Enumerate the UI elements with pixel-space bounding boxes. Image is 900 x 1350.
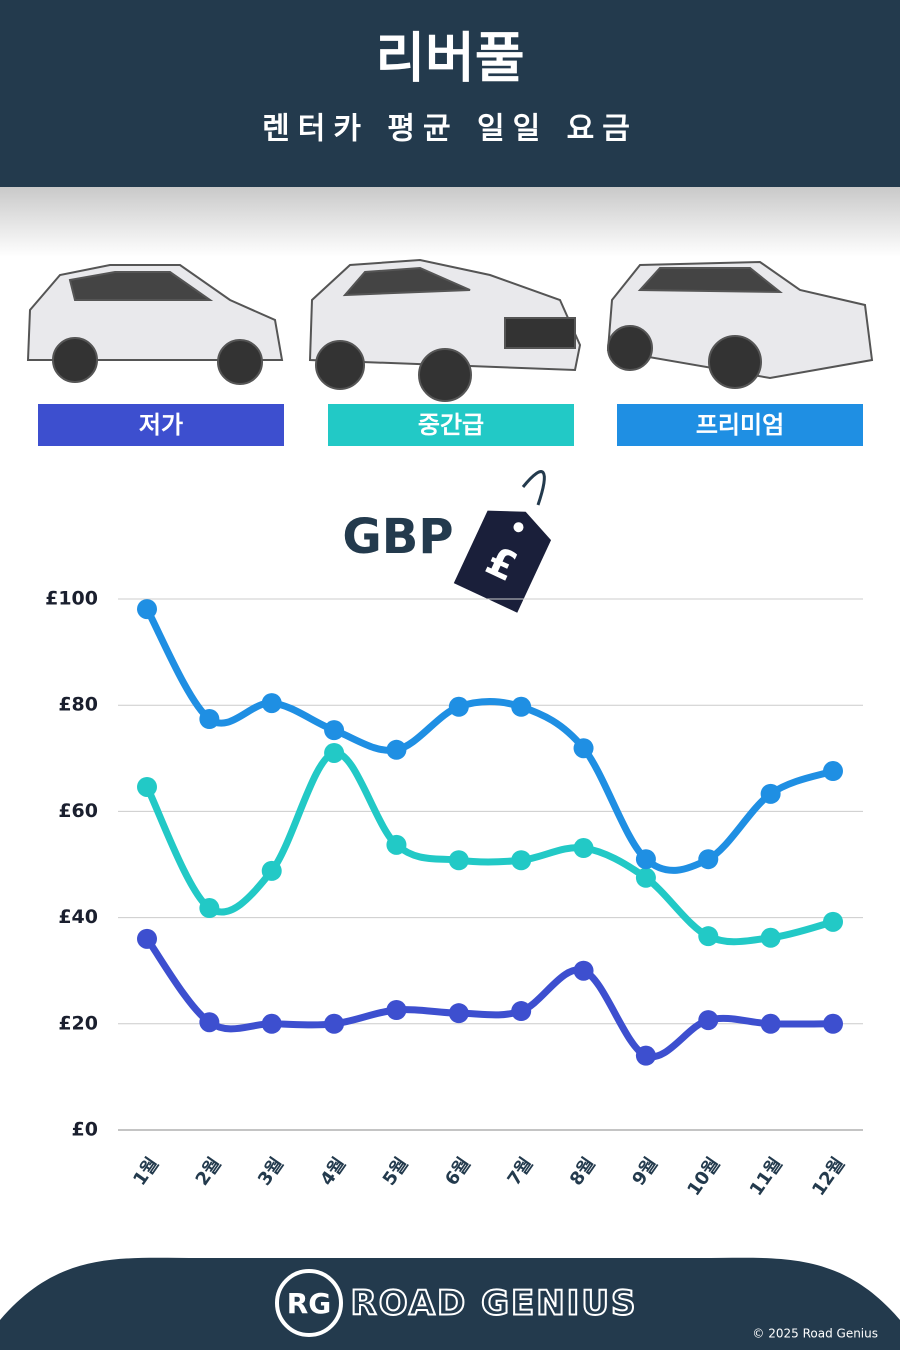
- data-point: [261, 1013, 282, 1034]
- y-tick-label: £20: [58, 1012, 98, 1034]
- data-point: [635, 849, 656, 870]
- car-midsize: [308, 258, 582, 402]
- data-point: [386, 739, 407, 760]
- logo: RG: [287, 1287, 332, 1320]
- data-point: [823, 911, 843, 932]
- data-point: [199, 1012, 220, 1033]
- y-tick-label: £60: [58, 800, 98, 822]
- data-point: [573, 738, 594, 759]
- data-point: [261, 693, 282, 714]
- legend-swatch: [38, 404, 284, 446]
- currency-label: GBP: [342, 509, 453, 565]
- x-tick-label: 6월: [441, 1154, 475, 1190]
- copyright: © 2025 Road Genius: [752, 1327, 878, 1341]
- legend-label: 저가: [139, 411, 183, 439]
- car-economy: [26, 264, 284, 385]
- data-point: [199, 709, 220, 730]
- series-line: [143, 749, 837, 946]
- data-point: [137, 776, 157, 797]
- legend: 저가 중간급 프리미엄: [38, 404, 863, 446]
- data-point: [386, 999, 407, 1020]
- footer-band: [0, 1257, 900, 1350]
- tag-string: [521, 470, 546, 506]
- data-point: [448, 1003, 469, 1024]
- data-point: [760, 1013, 781, 1034]
- data-point: [823, 761, 843, 782]
- subtitle: 렌터카 평균 일일 요금: [262, 112, 638, 147]
- data-point: [698, 849, 719, 870]
- data-point: [511, 1001, 532, 1022]
- plot: £0 £20 £40 £60 £80 £100 1월 2월 3월 4월 5월 6월 7월 8월 9월 10월 1…: [45, 588, 863, 1200]
- legend-label: 프리미엄: [696, 411, 784, 439]
- series-line: [143, 605, 837, 874]
- x-tick-label: 12월: [808, 1154, 849, 1200]
- data-point: [386, 834, 407, 855]
- data-point: [823, 1013, 843, 1034]
- x-tick-label: 10월: [683, 1154, 724, 1200]
- data-point: [760, 783, 781, 804]
- data-point: [448, 850, 469, 871]
- legend-label: 중간급: [418, 411, 484, 439]
- y-tick-label: £0: [72, 1119, 98, 1141]
- price-tag: £: [453, 510, 552, 613]
- data-point: [137, 599, 157, 620]
- data-point: [698, 926, 719, 947]
- data-point: [698, 1010, 719, 1031]
- x-tick-label: 11월: [746, 1154, 787, 1200]
- y-tick-label: £80: [58, 694, 98, 716]
- data-point: [635, 867, 656, 888]
- logo-ring: [275, 1269, 343, 1337]
- data-point: [324, 1013, 345, 1034]
- data-point: [448, 696, 469, 717]
- y-tick-label: £40: [58, 906, 98, 928]
- x-tick-label: 9월: [628, 1154, 662, 1190]
- data-point: [324, 742, 345, 763]
- header-shadow: [0, 187, 900, 257]
- x-tick-label: 3월: [254, 1154, 288, 1190]
- data-point: [511, 850, 532, 871]
- data-point: [511, 696, 532, 717]
- header-band: [0, 0, 900, 187]
- x-tick-label: 1월: [129, 1154, 163, 1190]
- data-point: [635, 1045, 656, 1066]
- legend-swatch: [617, 404, 863, 446]
- data-point: [137, 928, 157, 949]
- y-tick-label: £100: [45, 588, 98, 610]
- series-line: [143, 935, 837, 1061]
- data-point: [324, 720, 345, 741]
- car-premium: [606, 260, 874, 389]
- x-tick-label: 2월: [192, 1154, 226, 1190]
- x-tick-label: 8월: [566, 1154, 600, 1190]
- x-tick-label: 7월: [503, 1154, 537, 1190]
- data-point: [573, 838, 594, 859]
- data-point: [573, 960, 594, 981]
- data-point: [261, 860, 282, 881]
- data-point: [760, 927, 781, 948]
- data-point: [199, 898, 220, 919]
- x-tick-label: 4월: [316, 1154, 350, 1190]
- brand: ROAD GENIUS: [351, 1284, 638, 1324]
- title: 리버풀: [375, 27, 524, 90]
- x-tick-label: 5월: [379, 1154, 413, 1190]
- legend-swatch: [328, 404, 574, 446]
